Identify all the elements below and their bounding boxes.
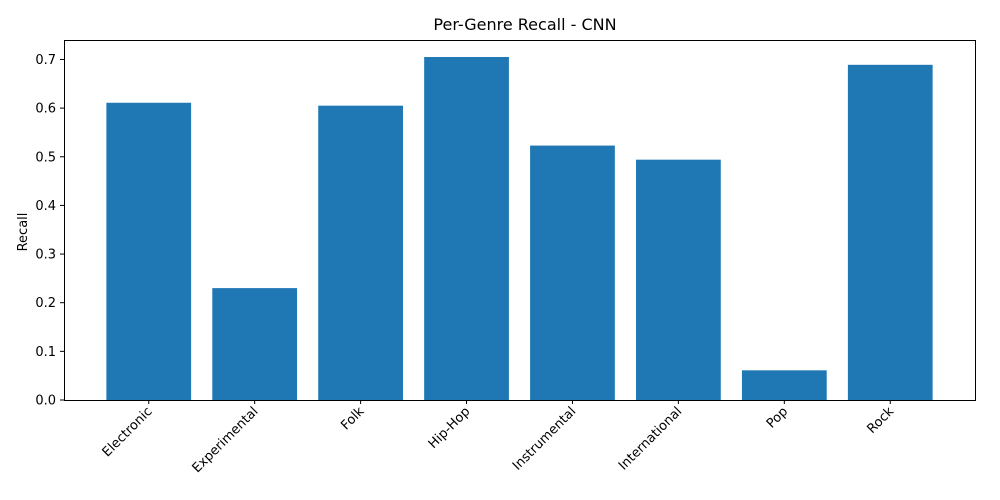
bar-folk — [318, 105, 403, 401]
y-tick-label: 0.6 — [35, 102, 56, 117]
chart-title: Per-Genre Recall - CNN — [433, 15, 616, 34]
plot-frame — [64, 40, 976, 401]
y-axis-label: Recall — [16, 213, 31, 252]
bars-group — [106, 57, 933, 401]
y-tick-label: 0.7 — [35, 53, 56, 68]
y-tick-label: 0.0 — [35, 394, 56, 409]
bar-international — [636, 159, 721, 400]
x-tick-label: Folk — [338, 404, 367, 433]
bar-experimental — [212, 288, 298, 400]
y-ticks-group: 0.0 0.1 0.2 0.3 0.4 0.5 0.6 0.7 — [35, 53, 64, 409]
y-tick-label: 0.5 — [35, 150, 56, 165]
x-tick-label: Hip-Hop — [426, 404, 474, 452]
y-tick-label: 0.3 — [35, 248, 56, 263]
x-ticks-group: Electronic Experimental Folk Hip-Hop Instrum… — [100, 400, 898, 476]
bar-hip-hop — [424, 57, 509, 400]
y-tick-label: 0.2 — [35, 296, 56, 311]
x-tick-label: Rock — [865, 404, 898, 437]
x-tick-label: Instrumental — [510, 404, 579, 473]
bar-rock — [847, 64, 933, 400]
x-tick-label: International — [616, 404, 685, 473]
y-tick-label: 0.1 — [35, 345, 56, 360]
bar-instrumental — [530, 145, 615, 400]
x-tick-label: Experimental — [190, 404, 262, 476]
y-tick-label: 0.4 — [35, 199, 56, 214]
x-tick-label: Pop — [764, 404, 791, 431]
bar-electronic — [106, 102, 192, 400]
bar-pop — [741, 370, 827, 400]
x-tick-label: Electronic — [100, 404, 156, 460]
